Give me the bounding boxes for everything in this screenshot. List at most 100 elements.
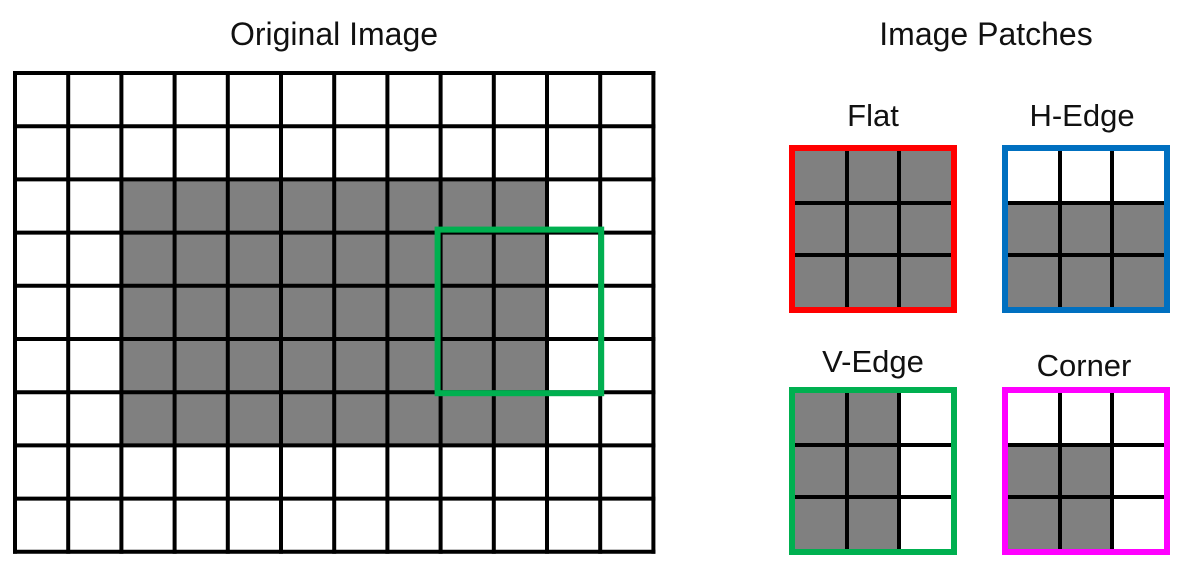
grid-cell [334, 498, 388, 552]
grid-cell [68, 445, 122, 499]
patch-cell [1112, 255, 1164, 307]
grid-cell [387, 232, 441, 286]
patch-label-v-edge: V-Edge [822, 344, 924, 379]
grid-cell [281, 498, 335, 552]
grid-cell [68, 392, 122, 446]
grid-cell [174, 179, 228, 233]
grid-cell [174, 445, 228, 499]
grid-cell [68, 498, 122, 552]
grid-cell [281, 179, 335, 233]
grid-cell [121, 392, 175, 446]
patch-cell [1060, 255, 1112, 307]
grid-cell [387, 73, 441, 127]
grid-cell [281, 126, 335, 180]
patch-label-flat: Flat [847, 98, 899, 133]
grid-cell [600, 445, 654, 499]
patch-cell [1112, 151, 1164, 203]
patch-cell [1060, 497, 1112, 549]
grid-cell [547, 232, 601, 286]
patch-cell [1060, 445, 1112, 497]
grid-cell [174, 498, 228, 552]
grid-cell [600, 232, 654, 286]
patch-border [1002, 145, 1170, 313]
patch-border [789, 145, 957, 313]
grid-cell [493, 445, 547, 499]
patch-label-corner: Corner [1036, 348, 1132, 383]
grid-cell [68, 126, 122, 180]
grid-cell [227, 392, 281, 446]
grid-cell [281, 445, 335, 499]
grid-cell [68, 339, 122, 393]
patch-cell [1008, 445, 1060, 497]
grid-cell [547, 126, 601, 180]
patch-cell [1008, 393, 1060, 445]
patch-cell [795, 445, 847, 497]
grid-cell [121, 232, 175, 286]
grid-cell [227, 445, 281, 499]
grid-cell [121, 285, 175, 339]
grid-cell [15, 73, 69, 127]
grid-cell [334, 126, 388, 180]
patch-cell [899, 393, 951, 445]
patch-cell [795, 393, 847, 445]
grid-cell [68, 179, 122, 233]
grid-cell [281, 232, 335, 286]
grid-cell [227, 232, 281, 286]
grid-cell [121, 179, 175, 233]
grid-cell [174, 232, 228, 286]
patch-cell [1112, 203, 1164, 255]
original-image-grid [13, 71, 656, 554]
patch-svg-v-edge [789, 387, 957, 555]
grid-cell [387, 498, 441, 552]
grid-cell [600, 392, 654, 446]
patch-flat [789, 145, 957, 313]
grid-cell [227, 126, 281, 180]
grid-cell [68, 232, 122, 286]
grid-cell [493, 179, 547, 233]
patch-svg-corner [1002, 387, 1170, 555]
grid-cell [600, 126, 654, 180]
grid-cell [547, 285, 601, 339]
grid-cell [493, 232, 547, 286]
patch-cell [899, 445, 951, 497]
grid-cell [493, 73, 547, 127]
patch-cell [1008, 151, 1060, 203]
grid-cell [334, 339, 388, 393]
grid-cell [227, 498, 281, 552]
grid-cell [600, 498, 654, 552]
grid-cell [440, 392, 494, 446]
patch-cell [1060, 393, 1112, 445]
grid-cell [121, 73, 175, 127]
grid-cell [387, 126, 441, 180]
patch-cell [847, 497, 899, 549]
grid-cell [227, 285, 281, 339]
grid-cell [600, 179, 654, 233]
grid-cell [174, 339, 228, 393]
grid-cell [440, 232, 494, 286]
grid-cell [174, 285, 228, 339]
grid-cell [334, 232, 388, 286]
patch-cell [899, 203, 951, 255]
grid-cell [15, 339, 69, 393]
grid-cell [547, 179, 601, 233]
grid-cell [334, 445, 388, 499]
grid-cell [15, 126, 69, 180]
grid-cell [174, 73, 228, 127]
patch-cell [1060, 151, 1112, 203]
grid-cell [121, 445, 175, 499]
grid-cell [440, 73, 494, 127]
patch-cell [795, 203, 847, 255]
grid-cell [600, 73, 654, 127]
original-image-title: Original Image [229, 16, 439, 52]
grid-cell [281, 339, 335, 393]
grid-cell [547, 339, 601, 393]
grid-cell [547, 392, 601, 446]
grid-cell [68, 285, 122, 339]
grid-cell [440, 285, 494, 339]
grid-cell [281, 285, 335, 339]
grid-cell [334, 392, 388, 446]
grid-cell [281, 73, 335, 127]
grid-cell [174, 392, 228, 446]
grid-cell [15, 498, 69, 552]
highlight-box [434, 226, 605, 397]
